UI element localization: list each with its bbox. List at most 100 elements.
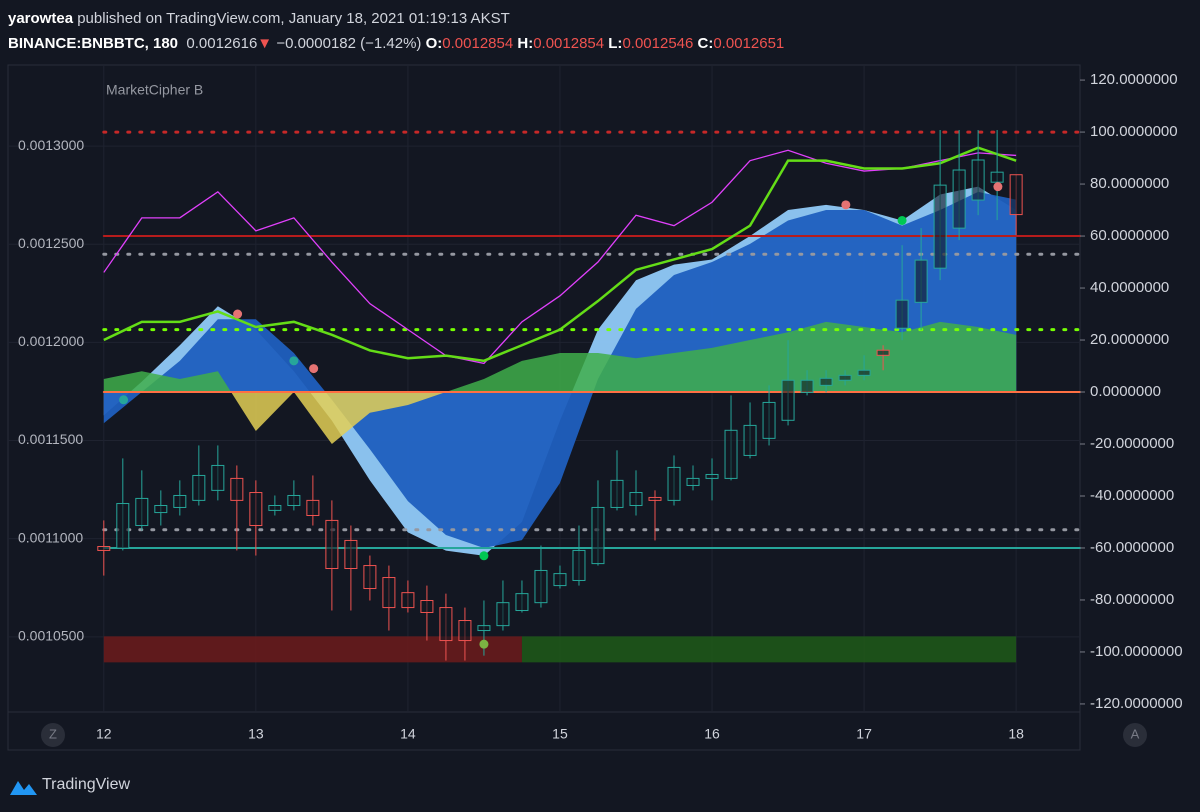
- candle-body: [952, 169, 966, 229]
- last: 0.0012616: [186, 35, 258, 52]
- signal-dot: [289, 356, 299, 366]
- candle-body: [895, 299, 909, 329]
- x-tick-label: 14: [400, 726, 416, 742]
- brand: TradingView: [42, 776, 130, 793]
- x-tick-label: 16: [704, 726, 720, 742]
- z-button[interactable]: [41, 723, 65, 747]
- wave-area: [103, 191, 1017, 548]
- candle-body: [534, 569, 548, 604]
- y2-tick-label: -80.0000000: [1090, 591, 1174, 608]
- ohlc-value: 0.0012546: [622, 35, 694, 52]
- candle-body: [363, 565, 377, 590]
- y2-tick-label: -100.0000000: [1090, 643, 1183, 660]
- candle-body: [249, 492, 263, 527]
- plot: 0.0010500 0.0011000 0.0011500 0.0012000 0.00…: [8, 65, 1082, 712]
- candle-body: [230, 477, 244, 501]
- ohlc-value: 0.0012854: [533, 35, 605, 52]
- candle-body: [97, 546, 111, 551]
- y2-tick-label: 80.0000000: [1090, 175, 1169, 192]
- x-tick-label: 13: [248, 726, 264, 742]
- candle-body: [1009, 174, 1023, 216]
- signal-dot: [119, 395, 129, 405]
- header: yarowtea published on TradingView.com, J…: [8, 6, 784, 56]
- a-button[interactable]: [1123, 723, 1147, 747]
- symbol: BINANCE:BNBBTC, 180: [8, 35, 179, 52]
- publish-line: yarowtea published on TradingView.com, J…: [8, 6, 784, 31]
- candle-body: [819, 377, 833, 386]
- brand-logo: [10, 781, 37, 795]
- candle-body: [268, 504, 282, 511]
- candle-body: [648, 496, 662, 501]
- y2-tick-label: -60.0000000: [1090, 539, 1174, 556]
- ohlc-key: O:: [425, 35, 443, 52]
- y2-tick-label: 40.0000000: [1090, 279, 1169, 296]
- y2-tick-label: 20.0000000: [1090, 331, 1169, 348]
- x-tick-label: 12: [96, 726, 112, 742]
- signal-dot: [841, 200, 851, 210]
- candle-body: [496, 602, 510, 627]
- candle-body: [173, 494, 187, 508]
- indicator-line: [103, 149, 1017, 365]
- candle-body: [667, 466, 681, 501]
- y-tick-label: 0.0011000: [18, 529, 83, 545]
- arrow: ▼: [257, 35, 273, 52]
- candle-body: [477, 625, 491, 632]
- signal-dot: [479, 551, 489, 561]
- ohlc-key: C:: [697, 35, 714, 52]
- y-tick-label: 0.0012000: [18, 333, 84, 349]
- signal-dot: [993, 182, 1003, 192]
- candle-body: [610, 479, 624, 508]
- author: yarowtea: [8, 10, 74, 27]
- candle-body: [553, 573, 567, 587]
- y2-tick-label: 0.0000000: [1090, 383, 1161, 400]
- candle-body: [192, 474, 206, 501]
- candle-body: [990, 171, 1004, 183]
- logo-icon: [10, 781, 37, 795]
- candle-body: [762, 401, 776, 439]
- candle-body: [933, 184, 947, 269]
- x-tick-label: 18: [1008, 726, 1024, 742]
- candle-body: [914, 259, 928, 303]
- candle-body: [401, 592, 415, 609]
- candle-body: [116, 503, 130, 549]
- candle-body: [857, 369, 871, 376]
- indicator-label: MarketCipher B: [106, 82, 203, 98]
- candle-body: [439, 607, 453, 642]
- y2-tick-label: -20.0000000: [1090, 435, 1174, 452]
- indicator-line: [103, 146, 1017, 363]
- change: −0.0000182 (−1.42%): [276, 35, 422, 52]
- candle-body: [287, 494, 301, 506]
- y-tick-label: 0.0011500: [18, 431, 83, 447]
- candle-body: [971, 159, 985, 201]
- a-button-label[interactable]: A: [1131, 726, 1140, 741]
- candle-body: [154, 504, 168, 514]
- y2-tick-label: 60.0000000: [1090, 227, 1169, 244]
- candle-body: [515, 593, 529, 612]
- candle-body: [876, 349, 890, 356]
- y-tick-label: 0.0010500: [18, 628, 84, 644]
- y2-tick-label: -40.0000000: [1090, 487, 1174, 504]
- candle-body: [629, 492, 643, 506]
- z-button-label[interactable]: Z: [49, 726, 57, 741]
- signal-dot: [309, 364, 319, 374]
- symbol-line: BINANCE:BNBBTC, 180 0.0012616▼ −0.000018…: [8, 31, 784, 56]
- ohlc-key: L:: [608, 35, 623, 52]
- ohlc-value: 0.0012854: [442, 35, 514, 52]
- candle-body: [382, 577, 396, 609]
- y-tick-label: 0.0012500: [18, 235, 84, 251]
- candle-body: [781, 379, 795, 421]
- money-flow-negative: [231, 392, 446, 444]
- published: published on TradingView.com, January 18…: [77, 10, 510, 27]
- signal-dot: [897, 215, 907, 225]
- candle-body: [344, 539, 358, 570]
- candle-body: [591, 506, 605, 565]
- ohlc-key: H:: [517, 35, 534, 52]
- candle-body: [800, 379, 814, 393]
- y-tick-label: 0.0013000: [18, 137, 84, 153]
- candle-body: [458, 620, 472, 642]
- candle-body: [211, 464, 225, 491]
- signal-dot: [479, 639, 489, 649]
- candle-body: [420, 600, 434, 613]
